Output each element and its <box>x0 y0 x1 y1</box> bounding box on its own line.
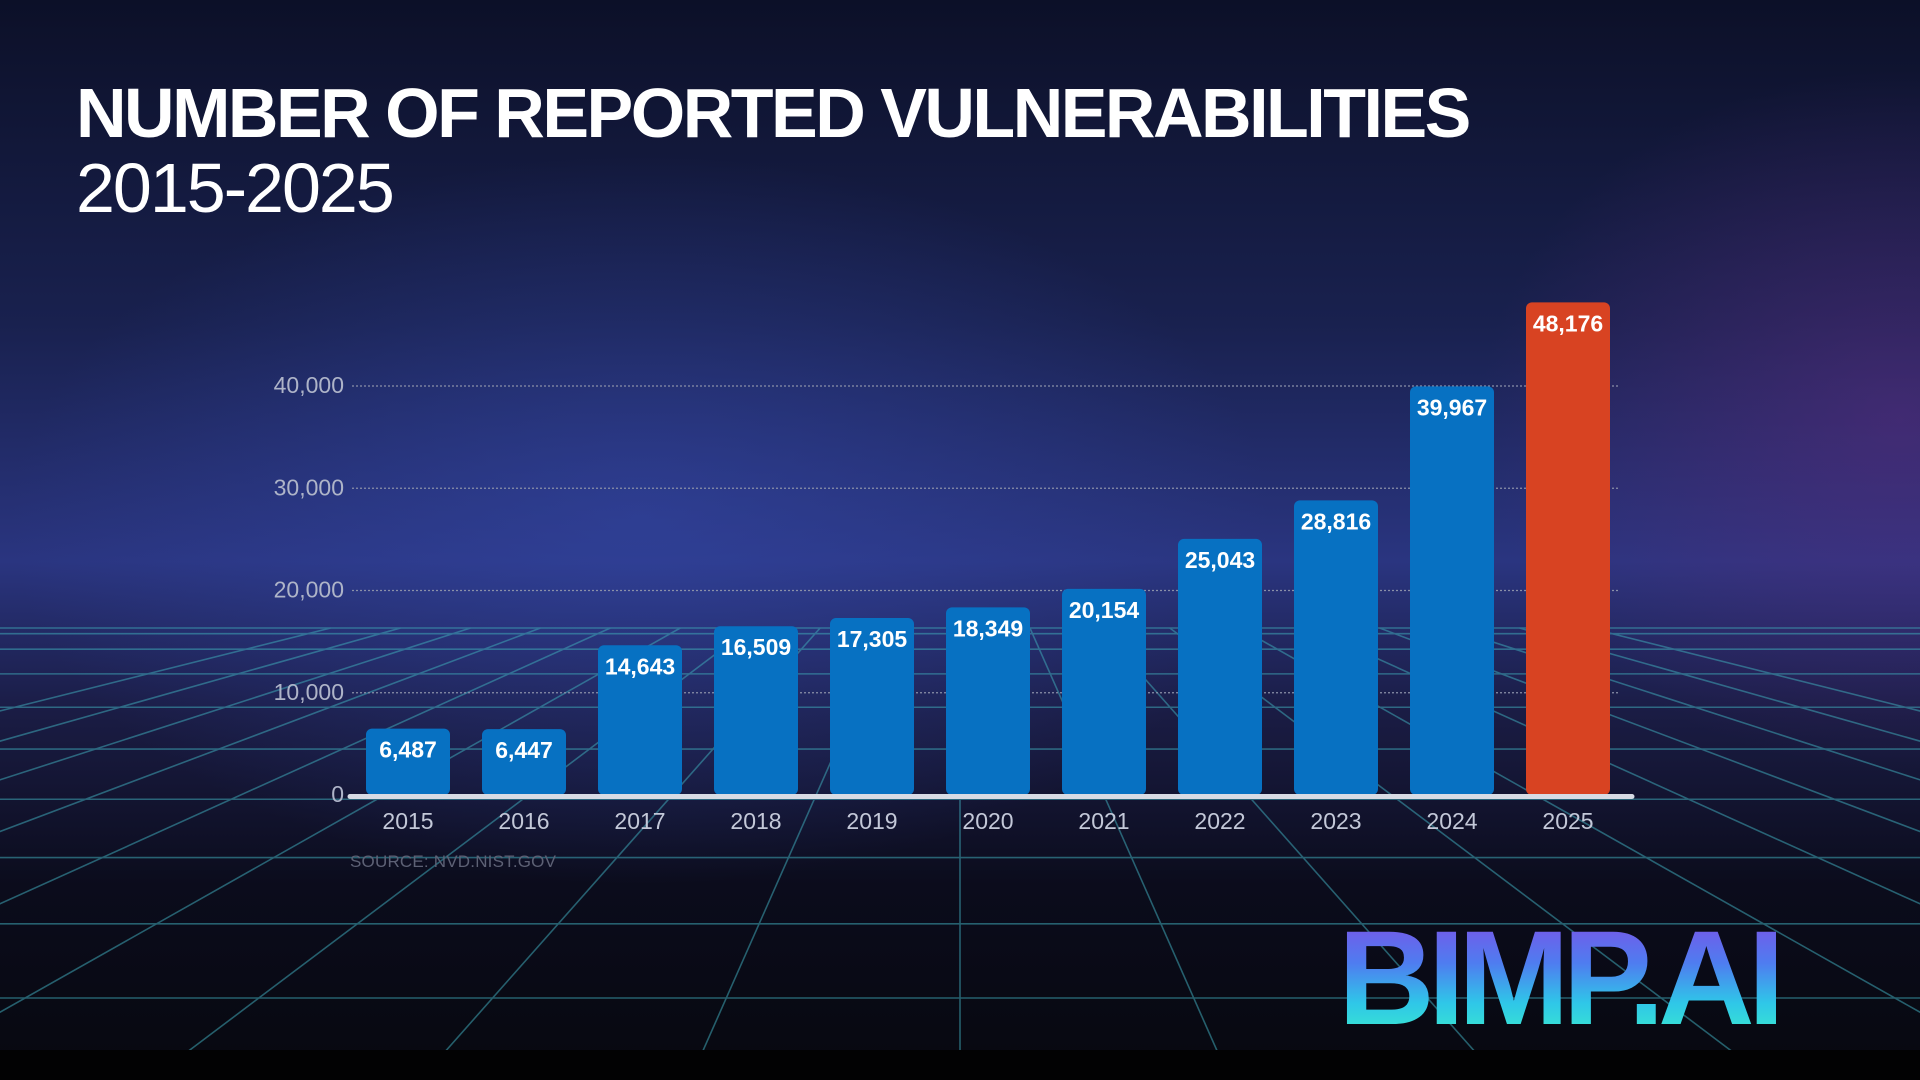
bar-2016 <box>482 729 566 795</box>
bar-2021 <box>1062 588 1146 795</box>
x-tick-label-2020: 2020 <box>962 808 1013 834</box>
value-label-2019: 17,305 <box>837 626 908 652</box>
value-label-2017: 14,643 <box>605 653 675 679</box>
y-tick-label: 10,000 <box>274 679 344 705</box>
bottom-bar <box>0 1050 1920 1080</box>
x-tick-label-2025: 2025 <box>1542 808 1593 834</box>
value-label-2016: 6,447 <box>495 737 553 763</box>
source-note: SOURCE: NVD.NIST.GOV <box>350 852 557 871</box>
bar-2020 <box>946 607 1030 795</box>
bar-2024 <box>1410 386 1494 795</box>
x-tick-label-2018: 2018 <box>730 808 781 834</box>
bar-2017 <box>598 645 682 795</box>
value-label-2020: 18,349 <box>953 615 1023 641</box>
y-tick-label: 20,000 <box>274 577 344 603</box>
x-tick-label-2017: 2017 <box>614 808 665 834</box>
bar-2018 <box>714 626 798 795</box>
bar-2022 <box>1178 538 1262 795</box>
x-tick-label-2023: 2023 <box>1310 808 1361 834</box>
value-label-2015: 6,487 <box>379 737 437 763</box>
y-tick-label: 0 <box>331 781 344 807</box>
value-label-2021: 20,154 <box>1069 597 1140 623</box>
bar-2025 <box>1526 302 1610 795</box>
x-tick-label-2019: 2019 <box>846 808 897 834</box>
y-tick-label: 30,000 <box>274 474 344 500</box>
x-tick-label-2015: 2015 <box>382 808 433 834</box>
value-label-2022: 25,043 <box>1185 547 1255 573</box>
y-tick-label: 40,000 <box>274 372 344 398</box>
value-label-2025: 48,176 <box>1533 310 1603 336</box>
bimp-ai-logo: BIMP.AI <box>1338 904 1785 1053</box>
value-label-2018: 16,509 <box>721 634 791 660</box>
chart-title-main: NUMBER OF REPORTED VULNERABILITIES <box>76 74 1471 152</box>
chart-title: NUMBER OF REPORTED VULNERABILITIES 2015-… <box>76 74 1471 227</box>
value-label-2024: 39,967 <box>1417 394 1487 420</box>
x-tick-label-2021: 2021 <box>1078 808 1129 834</box>
bar-2019 <box>830 618 914 795</box>
x-tick-label-2022: 2022 <box>1194 808 1245 834</box>
x-tick-label-2024: 2024 <box>1426 808 1477 834</box>
value-label-2023: 28,816 <box>1301 508 1371 534</box>
chart-subtitle: 2015-2025 <box>76 149 395 227</box>
bar-2015 <box>366 728 450 795</box>
bar-2023 <box>1294 500 1378 795</box>
x-tick-label-2016: 2016 <box>498 808 549 834</box>
